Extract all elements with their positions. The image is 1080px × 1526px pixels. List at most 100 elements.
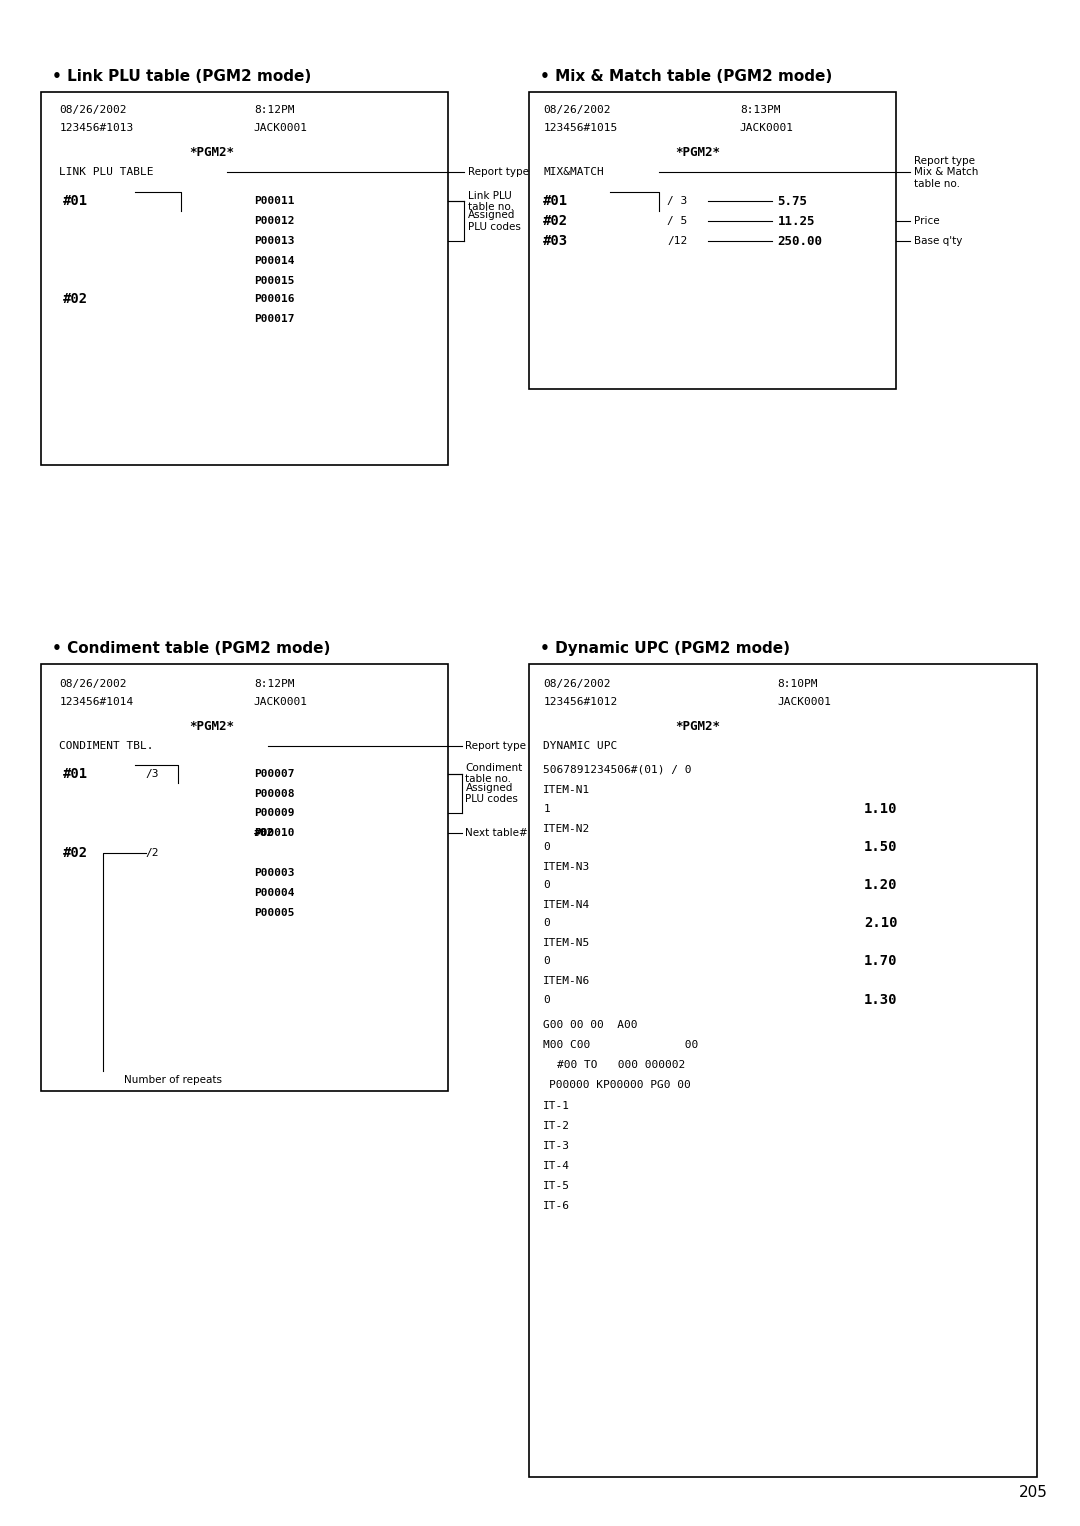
- Text: 0: 0: [543, 881, 550, 890]
- Text: /2: /2: [146, 848, 160, 858]
- Text: CONDIMENT TBL.: CONDIMENT TBL.: [59, 742, 154, 751]
- Text: P00016: P00016: [254, 295, 294, 304]
- Text: IT-2: IT-2: [543, 1122, 570, 1131]
- Text: #01: #01: [543, 194, 568, 209]
- Text: 08/26/2002: 08/26/2002: [59, 679, 127, 688]
- Text: *PGM2*: *PGM2*: [675, 720, 720, 732]
- Text: *PGM2*: *PGM2*: [189, 146, 234, 159]
- Text: P00017: P00017: [254, 314, 294, 324]
- Text: / 3: / 3: [667, 197, 688, 206]
- FancyBboxPatch shape: [529, 92, 896, 389]
- Text: P00007: P00007: [254, 769, 294, 778]
- Text: P00000 KP00000 PG0 00: P00000 KP00000 PG0 00: [549, 1080, 690, 1090]
- Text: 205: 205: [1018, 1485, 1048, 1500]
- Text: Price: Price: [914, 217, 940, 226]
- Text: JACK0001: JACK0001: [778, 697, 832, 707]
- Text: JACK0001: JACK0001: [740, 124, 794, 133]
- Text: P00008: P00008: [254, 789, 294, 798]
- Text: 0: 0: [543, 995, 550, 1004]
- Text: 123456#1014: 123456#1014: [59, 697, 134, 707]
- Text: /3: /3: [146, 769, 160, 778]
- Text: ITEM-N1: ITEM-N1: [543, 786, 591, 795]
- Text: JACK0001: JACK0001: [254, 697, 308, 707]
- Text: M00 C00              00: M00 C00 00: [543, 1041, 699, 1050]
- Text: #02: #02: [63, 291, 87, 307]
- Text: ITEM-N5: ITEM-N5: [543, 938, 591, 948]
- Text: JACK0001: JACK0001: [254, 124, 308, 133]
- Text: • Link PLU table (PGM2 mode): • Link PLU table (PGM2 mode): [52, 69, 311, 84]
- Text: 08/26/2002: 08/26/2002: [543, 105, 611, 114]
- Text: 1.10: 1.10: [864, 801, 897, 816]
- Text: Next table#: Next table#: [465, 829, 528, 838]
- Text: 0: 0: [543, 919, 550, 928]
- Text: • Mix & Match table (PGM2 mode): • Mix & Match table (PGM2 mode): [540, 69, 833, 84]
- Text: Condiment
table no.: Condiment table no.: [465, 763, 523, 784]
- Text: MIX&MATCH: MIX&MATCH: [543, 168, 604, 177]
- Text: DYNAMIC UPC: DYNAMIC UPC: [543, 742, 618, 751]
- Text: P00014: P00014: [254, 256, 294, 266]
- Text: P00015: P00015: [254, 276, 294, 285]
- Text: IT-5: IT-5: [543, 1181, 570, 1190]
- Text: Report type
Mix & Match
table no.: Report type Mix & Match table no.: [914, 156, 978, 189]
- Text: 5067891234506#(01) / 0: 5067891234506#(01) / 0: [543, 765, 692, 774]
- Text: Report type: Report type: [468, 168, 528, 177]
- Text: • Dynamic UPC (PGM2 mode): • Dynamic UPC (PGM2 mode): [540, 641, 789, 656]
- Text: IT-1: IT-1: [543, 1102, 570, 1111]
- Text: Base q'ty: Base q'ty: [914, 237, 962, 246]
- Text: *PGM2*: *PGM2*: [189, 720, 234, 732]
- Text: #02: #02: [543, 214, 568, 229]
- Text: 1.30: 1.30: [864, 992, 897, 1007]
- Text: 1.50: 1.50: [864, 839, 897, 855]
- Text: 8:12PM: 8:12PM: [254, 679, 294, 688]
- Text: 123456#1015: 123456#1015: [543, 124, 618, 133]
- Text: #03: #03: [543, 233, 568, 249]
- Text: 1.20: 1.20: [864, 877, 897, 893]
- Text: 1: 1: [543, 804, 550, 813]
- Text: #02: #02: [63, 845, 87, 861]
- Text: Number of repeats: Number of repeats: [124, 1076, 222, 1085]
- Text: IT-3: IT-3: [543, 1141, 570, 1151]
- Text: 123456#1012: 123456#1012: [543, 697, 618, 707]
- Text: ITEM-N4: ITEM-N4: [543, 900, 591, 909]
- Text: ITEM-N2: ITEM-N2: [543, 824, 591, 833]
- Text: #01: #01: [63, 766, 87, 781]
- Text: 250.00: 250.00: [778, 235, 823, 247]
- Text: / 5: / 5: [667, 217, 688, 226]
- Text: 1.70: 1.70: [864, 954, 897, 969]
- Text: 123456#1013: 123456#1013: [59, 124, 134, 133]
- Text: /12: /12: [667, 237, 688, 246]
- Text: 5.75: 5.75: [778, 195, 808, 208]
- Text: 08/26/2002: 08/26/2002: [59, 105, 127, 114]
- Text: 8:13PM: 8:13PM: [740, 105, 781, 114]
- Text: P00003: P00003: [254, 868, 294, 877]
- Text: IT-4: IT-4: [543, 1161, 570, 1170]
- FancyBboxPatch shape: [529, 664, 1037, 1477]
- Text: P00010: P00010: [254, 829, 294, 838]
- Text: 2.10: 2.10: [864, 916, 897, 931]
- Text: P00004: P00004: [254, 888, 294, 897]
- Text: Assigned
PLU codes: Assigned PLU codes: [465, 783, 518, 804]
- Text: Report type: Report type: [465, 742, 526, 751]
- Text: P00011: P00011: [254, 197, 294, 206]
- Text: ITEM-N3: ITEM-N3: [543, 862, 591, 871]
- Text: 0: 0: [543, 842, 550, 852]
- Text: 0: 0: [543, 957, 550, 966]
- Text: IT-6: IT-6: [543, 1201, 570, 1210]
- Text: ITEM-N6: ITEM-N6: [543, 977, 591, 986]
- Text: G00 00 00  A00: G00 00 00 A00: [543, 1021, 637, 1030]
- Text: *PGM2*: *PGM2*: [675, 146, 720, 159]
- FancyBboxPatch shape: [41, 92, 448, 465]
- Text: #02: #02: [254, 829, 274, 838]
- Text: Assigned
PLU codes: Assigned PLU codes: [468, 211, 521, 232]
- Text: #01: #01: [63, 194, 87, 209]
- Text: P00009: P00009: [254, 809, 294, 818]
- Text: 08/26/2002: 08/26/2002: [543, 679, 611, 688]
- Text: Link PLU
table no.: Link PLU table no.: [468, 191, 514, 212]
- Text: • Condiment table (PGM2 mode): • Condiment table (PGM2 mode): [52, 641, 330, 656]
- FancyBboxPatch shape: [41, 664, 448, 1091]
- Text: P00012: P00012: [254, 217, 294, 226]
- Text: P00013: P00013: [254, 237, 294, 246]
- Text: #00 TO   000 000002: #00 TO 000 000002: [557, 1061, 686, 1070]
- Text: 11.25: 11.25: [778, 215, 815, 227]
- Text: P00005: P00005: [254, 908, 294, 917]
